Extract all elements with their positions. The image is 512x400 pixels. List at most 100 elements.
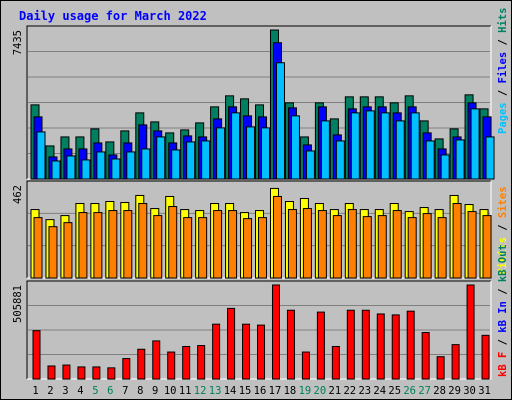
sites-bar — [228, 210, 238, 279]
pages-bar — [275, 62, 285, 180]
kb-bar — [481, 334, 490, 380]
kb-bar — [122, 358, 131, 380]
x-tick-label: 26 — [403, 385, 416, 397]
pages-bar — [470, 108, 480, 180]
x-tick-label: 4 — [77, 385, 83, 397]
sites-bar — [33, 217, 43, 279]
legend-bottom: kB F / kB In / kB Out — [497, 244, 509, 377]
legend-bottom-part: kB F — [497, 352, 509, 377]
kb-bar — [331, 345, 340, 380]
kb-bar — [421, 332, 430, 380]
kb-bar — [137, 348, 146, 380]
legend-middle-part: / — [497, 218, 509, 237]
x-tick-label: 12 — [194, 385, 207, 397]
x-tick-label: 25 — [388, 385, 401, 397]
pages-bar — [320, 120, 330, 180]
pages-bar — [305, 150, 315, 180]
sites-bar — [123, 210, 133, 279]
pages-bar — [246, 126, 256, 180]
sites-bar — [78, 212, 88, 279]
pages-bar — [201, 140, 211, 180]
sites-bar — [452, 203, 462, 279]
kb-bar — [376, 313, 385, 380]
pages-bar — [156, 136, 166, 180]
pages-bar — [365, 110, 375, 180]
x-tick-label: 28 — [433, 385, 446, 397]
pages-bar — [261, 127, 271, 180]
kb-bar — [92, 366, 101, 380]
pages-bar — [126, 151, 136, 180]
pages-bar — [81, 159, 91, 180]
pages-bar — [410, 112, 420, 180]
x-tick-label: 14 — [224, 385, 237, 397]
pages-bar — [425, 140, 435, 180]
kb-bar — [406, 310, 415, 380]
x-tick-label: 7 — [122, 385, 128, 397]
legend-top-part: / — [497, 33, 509, 52]
sites-bar — [183, 217, 193, 279]
legend-bottom-part: / — [497, 282, 509, 301]
x-tick-label: 18 — [284, 385, 297, 397]
pages-bar — [350, 112, 360, 180]
x-tick-label: 11 — [179, 385, 192, 397]
kb-bar — [152, 340, 161, 380]
kb-bar — [271, 284, 280, 380]
x-tick-label: 3 — [62, 385, 68, 397]
pages-bar — [290, 115, 300, 180]
legend-middle: Visits / Sites — [497, 186, 509, 275]
sites-bar — [332, 215, 342, 279]
x-tick-label: 8 — [137, 385, 143, 397]
pages-bar — [186, 141, 196, 180]
sites-bar — [213, 210, 223, 279]
pages-bar — [51, 160, 61, 180]
sites-bar — [347, 209, 357, 279]
kb-bar — [257, 324, 266, 380]
kb-bar — [391, 314, 400, 380]
sites-bar — [168, 206, 178, 279]
kb-bar — [242, 323, 251, 380]
x-tick-label: 31 — [478, 385, 491, 397]
kb-bar — [451, 344, 460, 380]
kb-bar — [197, 345, 206, 380]
sites-bar — [422, 213, 432, 279]
x-tick-label: 16 — [254, 385, 267, 397]
pages-bar — [380, 112, 390, 180]
sites-bar — [258, 217, 268, 279]
sites-bar — [48, 226, 58, 279]
kb-bar — [77, 366, 86, 380]
sites-bar — [467, 211, 477, 279]
x-tick-label: 10 — [164, 385, 177, 397]
sites-bar — [392, 210, 402, 279]
sites-bar — [287, 209, 297, 279]
sites-bar — [138, 203, 148, 279]
x-tick-label: 9 — [152, 385, 158, 397]
kb-bar — [182, 345, 191, 380]
x-tick-label: 17 — [269, 385, 282, 397]
kb-bar — [346, 309, 355, 380]
panel-border-light-3 — [27, 281, 492, 380]
x-tick-label: 20 — [314, 385, 327, 397]
kb-bar — [107, 367, 116, 380]
legend-bottom-part: / — [497, 333, 509, 352]
x-tick-label: 13 — [209, 385, 222, 397]
x-tick-label: 29 — [448, 385, 461, 397]
kb-bar — [212, 323, 221, 380]
sites-bar — [407, 217, 417, 279]
x-tick-label: 21 — [329, 385, 342, 397]
kb-bar — [436, 356, 445, 380]
x-tick-label: 24 — [373, 385, 386, 397]
kb-bar — [62, 364, 71, 380]
pages-bar — [36, 131, 46, 180]
pages-bar — [66, 155, 76, 180]
y-max-label-middle: 462 — [12, 185, 24, 204]
panel-border-dark-3 — [26, 280, 491, 379]
legend-top-part: Pages — [497, 102, 509, 134]
sites-bar — [362, 216, 372, 279]
pages-bar — [395, 120, 405, 180]
sites-bar — [63, 222, 73, 279]
x-tick-label: 27 — [418, 385, 431, 397]
kb-bar — [47, 365, 56, 380]
kb-bar — [301, 351, 310, 380]
